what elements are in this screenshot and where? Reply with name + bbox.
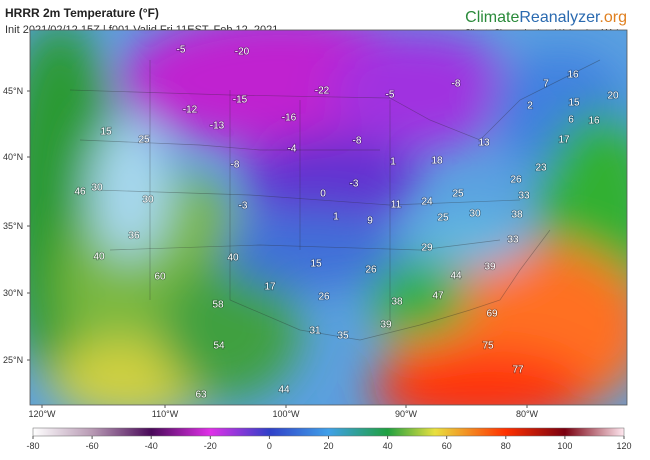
temperature-label: 77 — [512, 365, 524, 376]
temperature-label: 18 — [431, 156, 443, 167]
temperature-label: 33 — [507, 235, 519, 246]
colorbar-tick-label: -60 — [86, 441, 99, 451]
temperature-label: 0 — [320, 189, 326, 200]
temperature-label: -8 — [353, 136, 362, 147]
title: HRRR 2m Temperature (°F) — [5, 6, 159, 20]
temperature-label: -8 — [452, 79, 461, 90]
logo-part: .org — [599, 9, 627, 26]
temperature-label: 44 — [450, 271, 462, 282]
temperature-label: 20 — [607, 91, 619, 102]
temperature-label: 38 — [391, 297, 403, 308]
lon-label: 120°W — [28, 409, 56, 419]
colorbar-tick-label: 40 — [383, 441, 393, 451]
colorbar-tick-label: 0 — [267, 441, 272, 451]
temperature-label: -13 — [210, 121, 225, 132]
temperature-label: 1 — [390, 157, 396, 168]
logo-part: Reanalyzer — [519, 9, 601, 26]
lon-label: 100°W — [272, 409, 300, 419]
lon-label: 80°W — [516, 409, 539, 419]
temperature-label: 6 — [568, 115, 574, 126]
temperature-label: 30 — [91, 183, 103, 194]
lon-label: 90°W — [395, 409, 418, 419]
temperature-label: -22 — [315, 86, 330, 97]
temperature-label: 23 — [535, 163, 547, 174]
temperature-label: 47 — [432, 291, 444, 302]
temperature-label: 7 — [543, 79, 549, 90]
temperature-label: 11 — [391, 200, 402, 211]
temperature-label: 44 — [278, 385, 290, 396]
temperature-label: 17 — [558, 135, 570, 146]
colorbar-tick-label: 100 — [557, 441, 572, 451]
lat-label: 45°N — [3, 86, 23, 96]
lon-label: 110°W — [152, 409, 179, 419]
temperature-label: 35 — [337, 331, 349, 342]
temperature-label: 25 — [452, 189, 464, 200]
temperature-label: 13 — [478, 138, 490, 149]
temperature-label: 24 — [421, 197, 433, 208]
temperature-label: 40 — [93, 252, 105, 263]
lat-label: 30°N — [3, 288, 23, 298]
colorbar-tick-label: 80 — [501, 441, 511, 451]
temperature-label: 31 — [309, 326, 321, 337]
temperature-label: 54 — [213, 341, 225, 352]
colorbar-tick-label: -40 — [145, 441, 158, 451]
temperature-label: 15 — [568, 98, 580, 109]
lat-label: 35°N — [3, 221, 23, 231]
temperature-label: 17 — [264, 282, 276, 293]
colorbar — [32, 427, 625, 437]
temperature-label: 30 — [142, 195, 154, 206]
lat-label: 40°N — [3, 152, 23, 162]
colorbar-tick-label: 120 — [616, 441, 631, 451]
temperature-label: 26 — [365, 265, 377, 276]
temperature-label: 39 — [484, 262, 496, 273]
temperature-label: 26 — [510, 175, 522, 186]
colorbar-tick-label: -80 — [26, 441, 39, 451]
lat-label: 25°N — [3, 355, 23, 365]
temperature-label: 25 — [138, 135, 150, 146]
temperature-label: 39 — [380, 320, 392, 331]
temperature-label: 1 — [333, 212, 339, 223]
temperature-label: 58 — [212, 300, 224, 311]
map-frame — [29, 29, 628, 406]
temperature-label: 25 — [437, 213, 449, 224]
temperature-label: 16 — [588, 116, 600, 127]
temperature-label: -3 — [350, 179, 359, 190]
temperature-label: -8 — [231, 160, 240, 171]
temperature-label: -5 — [177, 45, 186, 56]
map — [30, 30, 627, 405]
temperature-label: 33 — [518, 191, 530, 202]
temperature-label: 9 — [367, 216, 373, 227]
temperature-label: -15 — [233, 95, 248, 106]
temperature-label: 38 — [511, 210, 523, 221]
map-axes: 45°N 40°N 35°N 30°N 25°N 120°W 110°W 100°W 90°W 8… — [3, 86, 539, 419]
temperature-label: 2 — [527, 101, 533, 112]
logo-part: Climate — [465, 9, 519, 26]
temperature-label: 69 — [486, 309, 498, 320]
temperature-label: -12 — [183, 105, 198, 116]
temperature-label: 60 — [154, 272, 166, 283]
temperature-label: 46 — [74, 187, 86, 198]
colorbar-tick-label: 20 — [323, 441, 333, 451]
temperature-label: 15 — [100, 127, 112, 138]
colorbar-tick-label: -20 — [204, 441, 217, 451]
temperature-label: 63 — [195, 390, 207, 401]
temperature-label: 40 — [227, 253, 239, 264]
temperature-label: 30 — [469, 209, 481, 220]
temperature-label: -5 — [386, 90, 395, 101]
temperature-label: 26 — [318, 292, 330, 303]
temperature-label: 29 — [421, 243, 433, 254]
temperature-label: 36 — [128, 231, 140, 242]
logo: ClimateReanalyzer.org — [465, 9, 627, 26]
temperature-label: 15 — [310, 259, 322, 270]
temperature-label: -3 — [239, 201, 248, 212]
temperature-label: -16 — [282, 113, 297, 124]
colorbar-tick-label: 60 — [442, 441, 452, 451]
colorbar-ticks: -80 -60 -40 -20 0 20 40 60 80 100 120 — [26, 436, 632, 451]
temperature-label: 75 — [482, 341, 494, 352]
temperature-label: 16 — [567, 70, 579, 81]
temperature-label: -4 — [288, 144, 297, 155]
temperature-label: -20 — [235, 47, 250, 58]
